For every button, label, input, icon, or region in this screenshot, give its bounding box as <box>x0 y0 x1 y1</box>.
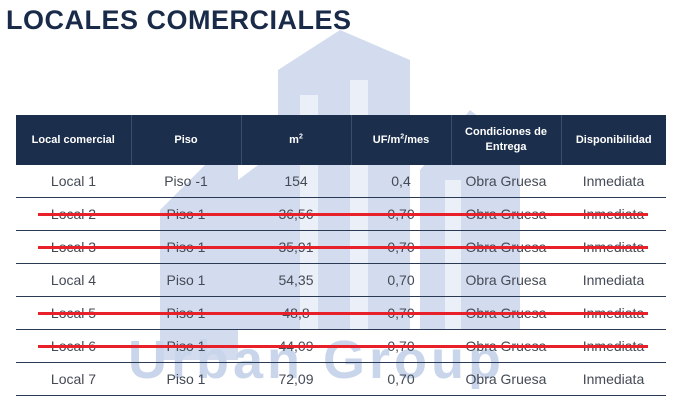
cell-m2: 54,35 <box>241 263 351 297</box>
cell-uf-m2-mes: 0,70 <box>351 197 451 231</box>
locales-table: Local comercial Piso m2 UF/m2/mes Condic… <box>16 115 666 396</box>
cell-uf-m2-mes: 0,70 <box>351 296 451 330</box>
table-body: Local 1 Piso -1 154 0,4 Obra Gruesa Inmediata… <box>16 165 666 396</box>
cell-local: Local 1 <box>16 165 131 198</box>
cell-disponibilidad: Inmediata <box>561 263 666 297</box>
cell-m2: 154 <box>241 165 351 198</box>
cell-condiciones: Obra Gruesa <box>451 263 561 297</box>
cell-condiciones: Obra Gruesa <box>451 329 561 363</box>
cell-piso: Piso 1 <box>131 362 241 396</box>
header-piso: Piso <box>131 115 242 165</box>
cell-condiciones: Obra Gruesa <box>451 296 561 330</box>
header-m2: m2 <box>241 115 352 165</box>
cell-condiciones: Obra Gruesa <box>451 165 561 198</box>
cell-piso: Piso 1 <box>131 230 241 264</box>
header-uf-m2-mes: UF/m2/mes <box>351 115 452 165</box>
cell-piso: Piso 1 <box>131 197 241 231</box>
table-row: Local 4 Piso 1 54,35 0,70 Obra Gruesa Inmedia… <box>16 263 666 297</box>
table-row: Local 3 Piso 1 35,91 0,70 Obra Gruesa Inmedia… <box>16 230 666 264</box>
cell-piso: Piso 1 <box>131 329 241 363</box>
table-row: Local 5 Piso 1 48,8 0,70 Obra Gruesa Inmediat… <box>16 296 666 330</box>
table-row: Local 6 Piso 1 44,09 0,70 Obra Gruesa Inmedia… <box>16 329 666 363</box>
cell-uf-m2-mes: 0,70 <box>351 362 451 396</box>
cell-local: Local 5 <box>16 296 131 330</box>
cell-m2: 44,09 <box>241 329 351 363</box>
cell-uf-m2-mes: 0,70 <box>351 263 451 297</box>
cell-uf-m2-mes: 0,70 <box>351 230 451 264</box>
cell-m2: 48,8 <box>241 296 351 330</box>
cell-uf-m2-mes: 0,70 <box>351 329 451 363</box>
table-row: Local 7 Piso 1 72,09 0,70 Obra Gruesa Inmedia… <box>16 362 666 396</box>
cell-condiciones: Obra Gruesa <box>451 230 561 264</box>
cell-condiciones: Obra Gruesa <box>451 197 561 231</box>
cell-m2: 36,56 <box>241 197 351 231</box>
cell-disponibilidad: Inmediata <box>561 296 666 330</box>
cell-piso: Piso -1 <box>131 165 241 198</box>
cell-local: Local 6 <box>16 329 131 363</box>
cell-piso: Piso 1 <box>131 296 241 330</box>
page-title: LOCALES COMERCIALES <box>6 5 352 35</box>
cell-disponibilidad: Inmediata <box>561 329 666 363</box>
table-header-row: Local comercial Piso m2 UF/m2/mes Condic… <box>16 115 666 165</box>
cell-m2: 72,09 <box>241 362 351 396</box>
header-local-comercial: Local comercial <box>16 115 132 165</box>
cell-m2: 35,91 <box>241 230 351 264</box>
cell-local: Local 2 <box>16 197 131 231</box>
table-row: Local 2 Piso 1 36,56 0,70 Obra Gruesa Inmedia… <box>16 197 666 231</box>
cell-condiciones: Obra Gruesa <box>451 362 561 396</box>
cell-uf-m2-mes: 0,4 <box>351 165 451 198</box>
header-condiciones-de-entrega: Condiciones de Entrega <box>451 115 562 165</box>
cell-piso: Piso 1 <box>131 263 241 297</box>
cell-disponibilidad: Inmediata <box>561 165 666 198</box>
table-row: Local 1 Piso -1 154 0,4 Obra Gruesa Inmediata <box>16 165 666 198</box>
cell-disponibilidad: Inmediata <box>561 362 666 396</box>
header-disponibilidad: Disponibilidad <box>561 115 666 165</box>
cell-local: Local 4 <box>16 263 131 297</box>
cell-disponibilidad: Inmediata <box>561 197 666 231</box>
cell-local: Local 3 <box>16 230 131 264</box>
cell-local: Local 7 <box>16 362 131 396</box>
cell-disponibilidad: Inmediata <box>561 230 666 264</box>
